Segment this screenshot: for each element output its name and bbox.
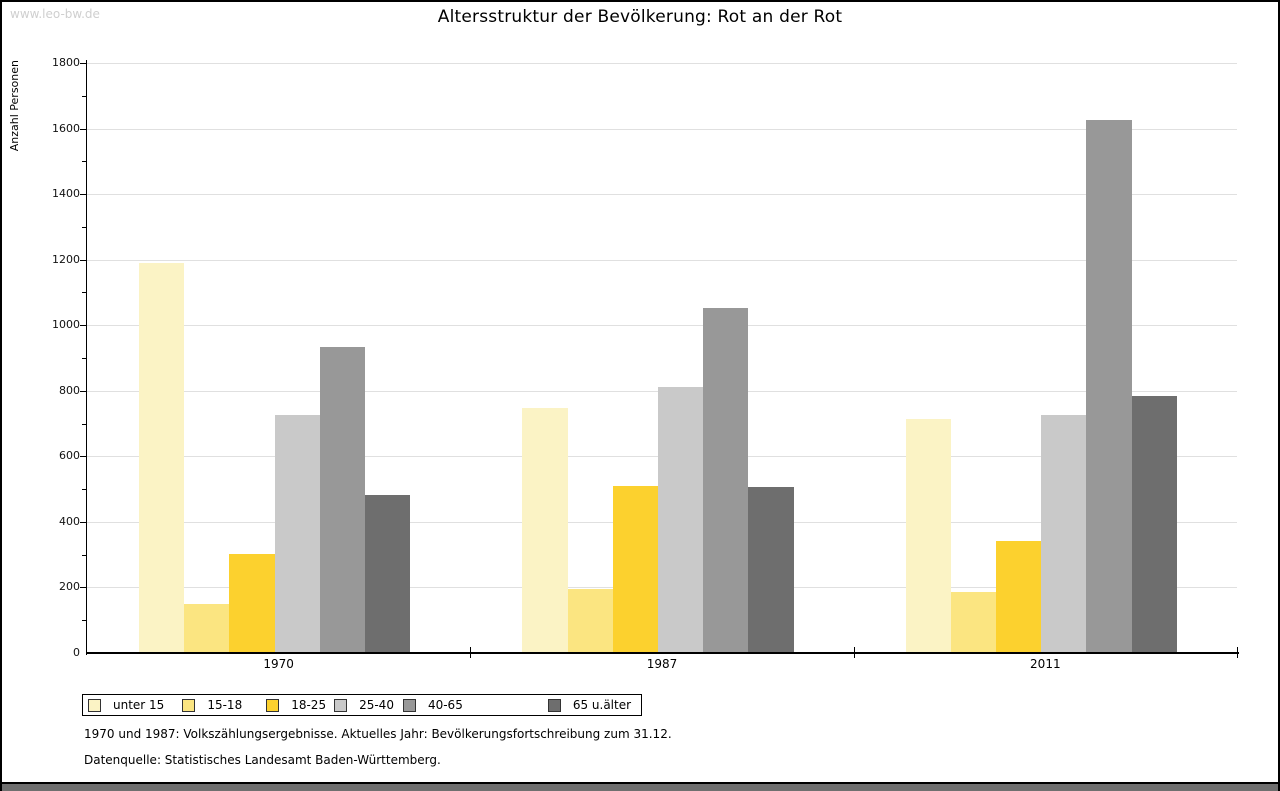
y-major-tick bbox=[80, 521, 87, 523]
y-tick-label: 800 bbox=[59, 383, 80, 397]
legend-swatch-icon bbox=[547, 698, 561, 712]
legend-item: 15-18 bbox=[182, 698, 242, 712]
legend-item: 25-40 bbox=[334, 698, 394, 712]
y-minor-tick bbox=[82, 292, 87, 294]
legend-item: 40-65 bbox=[402, 698, 463, 712]
chart-legend: unter 15 15-18 18-25 25-40 40-65 65 u.älter bbox=[82, 694, 642, 716]
y-major-tick bbox=[80, 587, 87, 589]
legend-label: 40-65 bbox=[427, 698, 463, 712]
bar-2011-18-25 bbox=[996, 541, 1041, 653]
y-major-tick bbox=[80, 259, 87, 261]
y-tick-label: 1600 bbox=[52, 121, 80, 135]
y-tick-label: 200 bbox=[59, 580, 80, 594]
bar-2011-15-18 bbox=[951, 592, 996, 653]
y-major-tick bbox=[80, 456, 87, 458]
bottom-bar bbox=[2, 782, 1278, 791]
x-tick-label: 1970 bbox=[263, 657, 294, 671]
y-tick-label: 0 bbox=[73, 646, 80, 659]
y-minor-tick bbox=[82, 423, 87, 425]
bar-2011-65-u.älter bbox=[1132, 396, 1177, 653]
legend-swatch-icon bbox=[402, 698, 416, 712]
bar-2011-25-40 bbox=[1041, 415, 1086, 653]
bar-1987-65-u.älter bbox=[748, 487, 794, 653]
legend-label: 25-40 bbox=[359, 698, 394, 712]
y-minor-tick bbox=[82, 161, 87, 163]
legend-swatch-icon bbox=[266, 698, 280, 712]
gridline bbox=[87, 194, 1237, 196]
y-tick-label: 600 bbox=[59, 449, 80, 463]
y-major-tick bbox=[80, 63, 87, 64]
x-tick-label: 2011 bbox=[1030, 657, 1061, 671]
y-tick-label: 1800 bbox=[52, 56, 80, 69]
y-tick-label: 400 bbox=[59, 514, 80, 528]
y-minor-tick bbox=[82, 226, 87, 228]
gridline bbox=[87, 325, 1237, 327]
y-axis-label: Anzahl Personen bbox=[8, 60, 21, 152]
legend-label: unter 15 bbox=[113, 698, 165, 712]
y-major-tick bbox=[80, 128, 87, 130]
bar-1970-18-25 bbox=[229, 554, 275, 653]
bar-1987-40-65 bbox=[703, 308, 748, 653]
y-minor-tick bbox=[82, 554, 87, 556]
legend-swatch-icon bbox=[334, 698, 348, 712]
y-minor-tick bbox=[82, 358, 87, 359]
legend-label: 15-18 bbox=[207, 698, 243, 712]
y-tick-label: 1000 bbox=[52, 318, 80, 332]
bar-1987-15-18 bbox=[568, 589, 613, 653]
bar-1970-25-40 bbox=[275, 415, 320, 653]
y-major-tick bbox=[80, 325, 87, 327]
y-tick-label: 1400 bbox=[52, 187, 80, 201]
y-tick-label: 1200 bbox=[52, 252, 80, 266]
y-major-tick bbox=[80, 194, 87, 196]
y-minor-tick bbox=[82, 620, 87, 622]
legend-label: 65 u.älter bbox=[572, 698, 632, 712]
legend-item: unter 15 bbox=[88, 698, 164, 712]
bar-1970-65-u.älter bbox=[365, 495, 410, 653]
legend-item: 18-25 bbox=[266, 698, 326, 712]
bar-2011-40-65 bbox=[1086, 120, 1132, 653]
bar-1987-25-40 bbox=[658, 387, 703, 653]
footnote-source-years: 1970 und 1987: Volkszählungsergebnisse. … bbox=[84, 727, 672, 741]
bar-1970-unter-15 bbox=[139, 263, 184, 653]
gridline bbox=[87, 128, 1237, 130]
chart-title: Altersstruktur der Bevölkerung: Rot an d… bbox=[437, 7, 843, 27]
site-watermark: www.leo-bw.de bbox=[10, 7, 100, 21]
bar-1970-40-65 bbox=[320, 347, 365, 653]
gridline bbox=[87, 63, 1237, 64]
legend-label: 18-25 bbox=[291, 698, 327, 712]
x-axis-line bbox=[86, 652, 1239, 654]
bar-1987-unter-15 bbox=[522, 408, 568, 653]
y-minor-tick bbox=[82, 95, 87, 97]
x-tick-label: 1987 bbox=[646, 657, 678, 671]
footnote-data-source: Datenquelle: Statistisches Landesamt Bad… bbox=[84, 753, 441, 767]
y-axis-line bbox=[86, 60, 87, 655]
y-major-tick bbox=[80, 390, 87, 392]
legend-swatch-icon bbox=[88, 698, 101, 712]
bar-2011-unter-15 bbox=[906, 419, 951, 653]
y-minor-tick bbox=[82, 489, 87, 491]
gridline bbox=[87, 259, 1237, 261]
bar-1987-18-25 bbox=[613, 486, 658, 653]
legend-swatch-icon bbox=[182, 698, 196, 712]
legend-item: 65 u.älter bbox=[547, 698, 632, 712]
bar-1970-15-18 bbox=[184, 604, 229, 653]
